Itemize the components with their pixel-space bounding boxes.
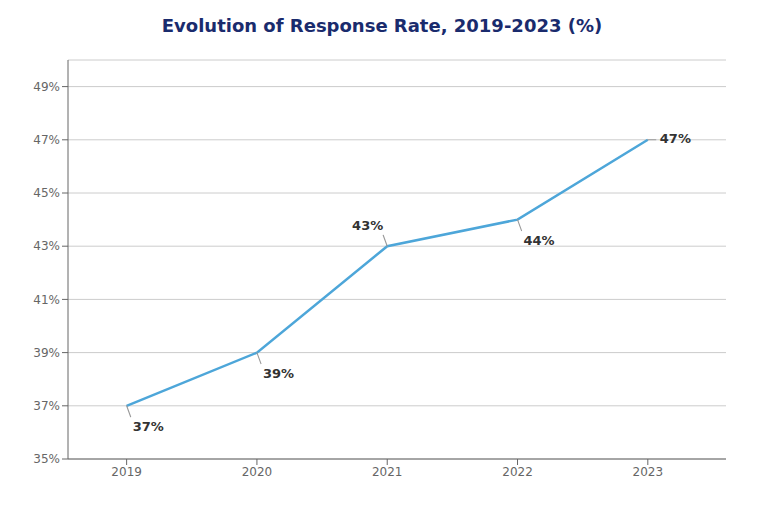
svg-text:2022: 2022 bbox=[502, 465, 533, 479]
svg-text:39%: 39% bbox=[263, 366, 294, 381]
svg-text:44%: 44% bbox=[524, 233, 555, 248]
html-text:Evolution of Response Rate, 20: Evolution of Response Rate, 2019-2023 (%… bbox=[161, 15, 603, 36]
svg-text:37%: 37% bbox=[33, 399, 60, 413]
svg-text:39%: 39% bbox=[33, 346, 60, 360]
svg-text:37%: 37% bbox=[133, 419, 164, 434]
svg-text:43%: 43% bbox=[352, 218, 383, 233]
svg-text:47%: 47% bbox=[33, 133, 60, 147]
svg-text:2021: 2021 bbox=[372, 465, 403, 479]
svg-text:45%: 45% bbox=[33, 186, 60, 200]
svg-text:43%: 43% bbox=[33, 239, 60, 253]
svg-text:49%: 49% bbox=[33, 80, 60, 94]
svg-text:2023: 2023 bbox=[633, 465, 664, 479]
svg-text:2019: 2019 bbox=[111, 465, 142, 479]
svg-text:47%: 47% bbox=[660, 131, 691, 146]
svg-text:2020: 2020 bbox=[242, 465, 273, 479]
svg-text:41%: 41% bbox=[33, 293, 60, 307]
svg-text:35%: 35% bbox=[33, 452, 60, 466]
